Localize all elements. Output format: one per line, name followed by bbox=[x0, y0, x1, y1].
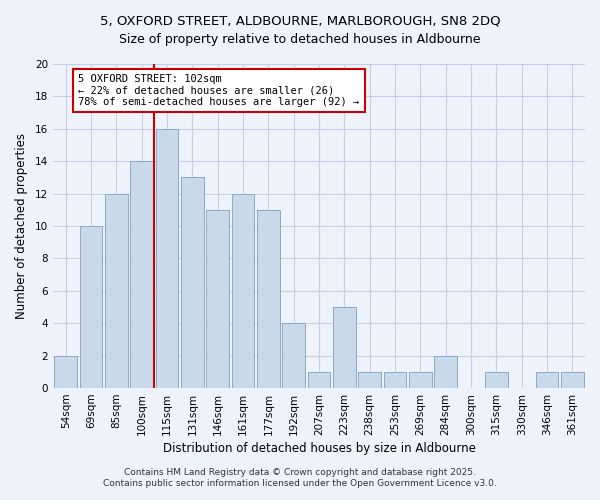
Bar bbox=[561, 372, 584, 388]
Bar bbox=[80, 226, 103, 388]
Bar bbox=[282, 324, 305, 388]
Text: Contains HM Land Registry data © Crown copyright and database right 2025.
Contai: Contains HM Land Registry data © Crown c… bbox=[103, 468, 497, 487]
Bar bbox=[55, 356, 77, 388]
Bar bbox=[383, 372, 406, 388]
Bar bbox=[232, 194, 254, 388]
Bar bbox=[536, 372, 559, 388]
Bar bbox=[257, 210, 280, 388]
Bar bbox=[333, 307, 356, 388]
Bar bbox=[409, 372, 432, 388]
Bar bbox=[206, 210, 229, 388]
Bar bbox=[130, 161, 153, 388]
Bar bbox=[358, 372, 381, 388]
Bar bbox=[485, 372, 508, 388]
Text: Size of property relative to detached houses in Aldbourne: Size of property relative to detached ho… bbox=[119, 32, 481, 46]
Text: 5 OXFORD STREET: 102sqm
← 22% of detached houses are smaller (26)
78% of semi-de: 5 OXFORD STREET: 102sqm ← 22% of detache… bbox=[79, 74, 359, 107]
Bar bbox=[105, 194, 128, 388]
Y-axis label: Number of detached properties: Number of detached properties bbox=[15, 133, 28, 319]
Bar bbox=[155, 129, 178, 388]
Text: 5, OXFORD STREET, ALDBOURNE, MARLBOROUGH, SN8 2DQ: 5, OXFORD STREET, ALDBOURNE, MARLBOROUGH… bbox=[100, 15, 500, 28]
Bar bbox=[308, 372, 331, 388]
Bar bbox=[181, 178, 204, 388]
X-axis label: Distribution of detached houses by size in Aldbourne: Distribution of detached houses by size … bbox=[163, 442, 475, 455]
Bar bbox=[434, 356, 457, 388]
